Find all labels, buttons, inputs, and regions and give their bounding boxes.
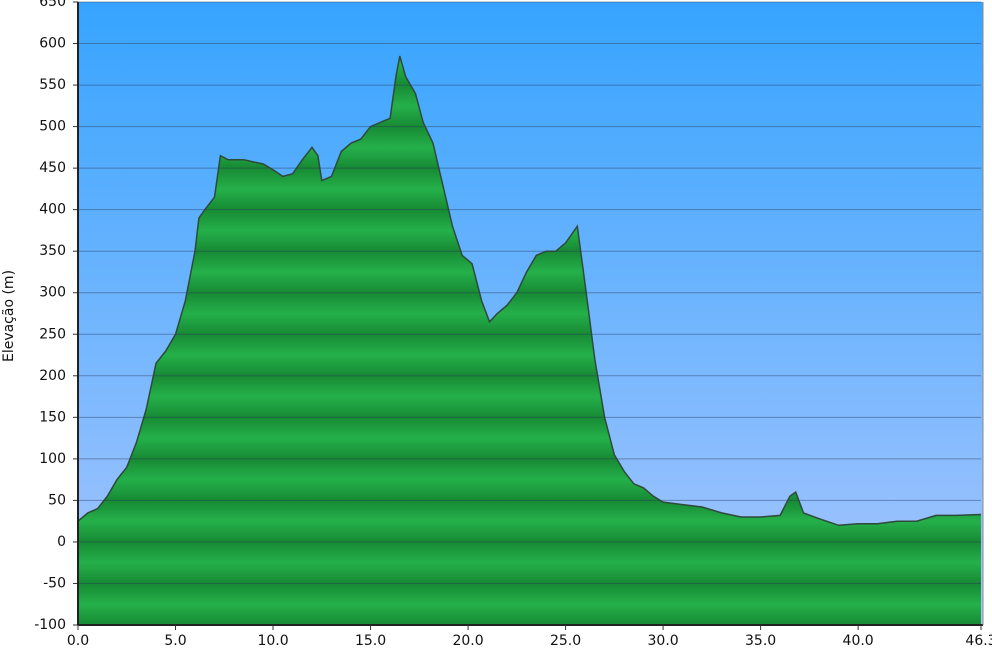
y-tick-label: 300	[39, 285, 66, 301]
y-tick-label: 200	[39, 368, 66, 384]
y-tick-label: 550	[39, 77, 66, 93]
y-tick-label: 350	[39, 243, 66, 259]
y-tick-label: 100	[39, 451, 66, 467]
elevation-line	[77, 55, 982, 527]
x-tick-label: 35.0	[745, 633, 776, 649]
y-tick-label: -50	[43, 575, 66, 591]
y-tick-label: 500	[39, 119, 66, 135]
y-tick-label: 450	[39, 160, 66, 176]
y-axis-label: Elevação (m)	[1, 270, 17, 362]
x-tick-label: 20.0	[452, 633, 483, 649]
x-tick-label: 30.0	[648, 633, 679, 649]
y-tick-label: -100	[34, 617, 66, 633]
y-tick-label: 0	[57, 534, 66, 550]
x-tick-label: 15.0	[355, 633, 386, 649]
y-tick-label: 50	[48, 492, 66, 508]
elevation-area	[78, 56, 981, 625]
y-tick-label: 400	[39, 202, 66, 218]
y-tick-label: 250	[39, 326, 66, 342]
x-tick-label: 40.0	[843, 633, 874, 649]
y-tick-label: 650	[39, 0, 66, 10]
x-tick-label: 25.0	[550, 633, 581, 649]
x-tick-label: 0.0	[67, 633, 89, 649]
y-tick-label: 600	[39, 36, 66, 52]
y-tick-label: 150	[39, 409, 66, 425]
x-tick-label: 5.0	[164, 633, 186, 649]
x-tick-label: 46.3	[965, 633, 992, 649]
x-tick-label: 10.0	[257, 633, 288, 649]
